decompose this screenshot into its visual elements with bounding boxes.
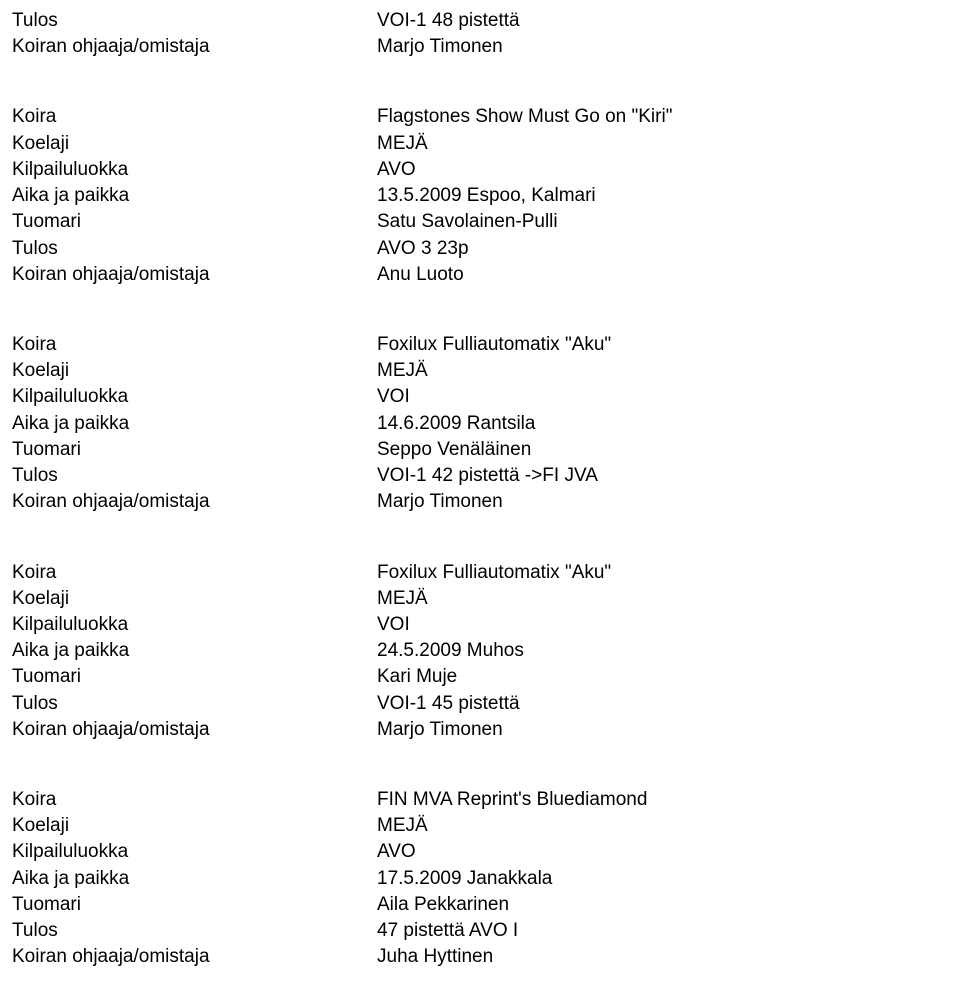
label-aika: Aika ja paikka [0,866,377,892]
row-koira: KoiraFoxilux Fulliautomatix "Aku" [0,560,960,586]
label-koira: Koira [0,787,377,813]
value-koira: FIN MVA Reprint's Bluediamond [377,787,960,813]
value-tulos: AVO 3 23p [377,236,960,262]
label-aika: Aika ja paikka [0,411,377,437]
label-tulos: Tulos [0,236,377,262]
label-ohjaaja: Koiran ohjaaja/omistaja [0,717,377,743]
label-aika: Aika ja paikka [0,638,377,664]
value-tuomari: Seppo Venäläinen [377,437,960,463]
value-kilpailuluokka: AVO [377,157,960,183]
row-ohjaaja: Koiran ohjaaja/omistajaMarjo Timonen [0,489,960,515]
label-kilpailuluokka: Kilpailuluokka [0,384,377,410]
value-ohjaaja: Marjo Timonen [377,717,960,743]
row-ohjaaja: Koiran ohjaaja/omistaja Marjo Timonen [0,34,960,60]
row-tulos: Tulos47 pistettä AVO I [0,918,960,944]
label-koira: Koira [0,104,377,130]
row-koelaji: KoelajiMEJÄ [0,813,960,839]
row-ohjaaja: Koiran ohjaaja/omistajaAnu Luoto [0,262,960,288]
row-tuomari: TuomariAila Pekkarinen [0,892,960,918]
row-aika: Aika ja paikka24.5.2009 Muhos [0,638,960,664]
row-tuomari: TuomariSeppo Venäläinen [0,437,960,463]
row-koira: KoiraFlagstones Show Must Go on "Kiri" [0,104,960,130]
row-koelaji: KoelajiMEJÄ [0,586,960,612]
row-koira: KoiraFoxilux Fulliautomatix "Aku" [0,332,960,358]
label-koelaji: Koelaji [0,813,377,839]
label-ohjaaja: Koiran ohjaaja/omistaja [0,944,377,970]
row-aika: Aika ja paikka17.5.2009 Janakkala [0,866,960,892]
value-koelaji: MEJÄ [377,813,960,839]
label-tulos: Tulos [0,8,377,34]
value-koelaji: MEJÄ [377,358,960,384]
label-tulos: Tulos [0,918,377,944]
partial-entry-block: Tulos VOI-1 48 pistettä Koiran ohjaaja/o… [0,8,960,60]
label-ohjaaja: Koiran ohjaaja/omistaja [0,262,377,288]
value-kilpailuluokka: VOI [377,612,960,638]
label-ohjaaja: Koiran ohjaaja/omistaja [0,34,377,60]
label-ohjaaja: Koiran ohjaaja/omistaja [0,489,377,515]
row-ohjaaja: Koiran ohjaaja/omistajaJuha Hyttinen [0,944,960,970]
label-tuomari: Tuomari [0,209,377,235]
value-tuomari: Aila Pekkarinen [377,892,960,918]
row-tuomari: TuomariKari Muje [0,664,960,690]
value-aika: 24.5.2009 Muhos [377,638,960,664]
label-kilpailuluokka: Kilpailuluokka [0,157,377,183]
label-tulos: Tulos [0,463,377,489]
row-tulos: TulosVOI-1 42 pistettä ->FI JVA [0,463,960,489]
value-ohjaaja: Anu Luoto [377,262,960,288]
value-tulos: VOI-1 42 pistettä ->FI JVA [377,463,960,489]
value-ohjaaja: Marjo Timonen [377,34,960,60]
row-kilpailuluokka: KilpailuluokkaVOI [0,384,960,410]
row-kilpailuluokka: KilpailuluokkaAVO [0,839,960,865]
entry-block: KoiraFIN MVA Reprint's BluediamondKoelaj… [0,787,960,971]
entry-block: KoiraFoxilux Fulliautomatix "Aku"Koelaji… [0,332,960,516]
label-tulos: Tulos [0,691,377,717]
value-tuomari: Kari Muje [377,664,960,690]
entries-container: KoiraFlagstones Show Must Go on "Kiri"Ko… [0,104,960,970]
value-koira: Flagstones Show Must Go on "Kiri" [377,104,960,130]
row-tulos: TulosAVO 3 23p [0,236,960,262]
label-koira: Koira [0,560,377,586]
value-kilpailuluokka: AVO [377,839,960,865]
entry-block: KoiraFoxilux Fulliautomatix "Aku"Koelaji… [0,560,960,744]
value-koelaji: MEJÄ [377,131,960,157]
row-koelaji: KoelajiMEJÄ [0,131,960,157]
label-tuomari: Tuomari [0,437,377,463]
label-koelaji: Koelaji [0,358,377,384]
row-ohjaaja: Koiran ohjaaja/omistajaMarjo Timonen [0,717,960,743]
label-kilpailuluokka: Kilpailuluokka [0,839,377,865]
value-aika: 14.6.2009 Rantsila [377,411,960,437]
row-tuomari: TuomariSatu Savolainen-Pulli [0,209,960,235]
label-aika: Aika ja paikka [0,183,377,209]
value-kilpailuluokka: VOI [377,384,960,410]
value-tulos: 47 pistettä AVO I [377,918,960,944]
label-koira: Koira [0,332,377,358]
value-aika: 17.5.2009 Janakkala [377,866,960,892]
row-koelaji: KoelajiMEJÄ [0,358,960,384]
row-tulos: TulosVOI-1 45 pistettä [0,691,960,717]
row-aika: Aika ja paikka13.5.2009 Espoo, Kalmari [0,183,960,209]
label-kilpailuluokka: Kilpailuluokka [0,612,377,638]
value-aika: 13.5.2009 Espoo, Kalmari [377,183,960,209]
label-koelaji: Koelaji [0,586,377,612]
label-tuomari: Tuomari [0,664,377,690]
row-tulos: Tulos VOI-1 48 pistettä [0,8,960,34]
value-tuomari: Satu Savolainen-Pulli [377,209,960,235]
label-tuomari: Tuomari [0,892,377,918]
value-koira: Foxilux Fulliautomatix "Aku" [377,560,960,586]
value-koelaji: MEJÄ [377,586,960,612]
row-aika: Aika ja paikka14.6.2009 Rantsila [0,411,960,437]
label-koelaji: Koelaji [0,131,377,157]
row-kilpailuluokka: KilpailuluokkaAVO [0,157,960,183]
value-koira: Foxilux Fulliautomatix "Aku" [377,332,960,358]
entry-block: KoiraFlagstones Show Must Go on "Kiri"Ko… [0,104,960,288]
value-tulos: VOI-1 48 pistettä [377,8,960,34]
row-kilpailuluokka: KilpailuluokkaVOI [0,612,960,638]
row-koira: KoiraFIN MVA Reprint's Bluediamond [0,787,960,813]
value-ohjaaja: Marjo Timonen [377,489,960,515]
value-tulos: VOI-1 45 pistettä [377,691,960,717]
value-ohjaaja: Juha Hyttinen [377,944,960,970]
